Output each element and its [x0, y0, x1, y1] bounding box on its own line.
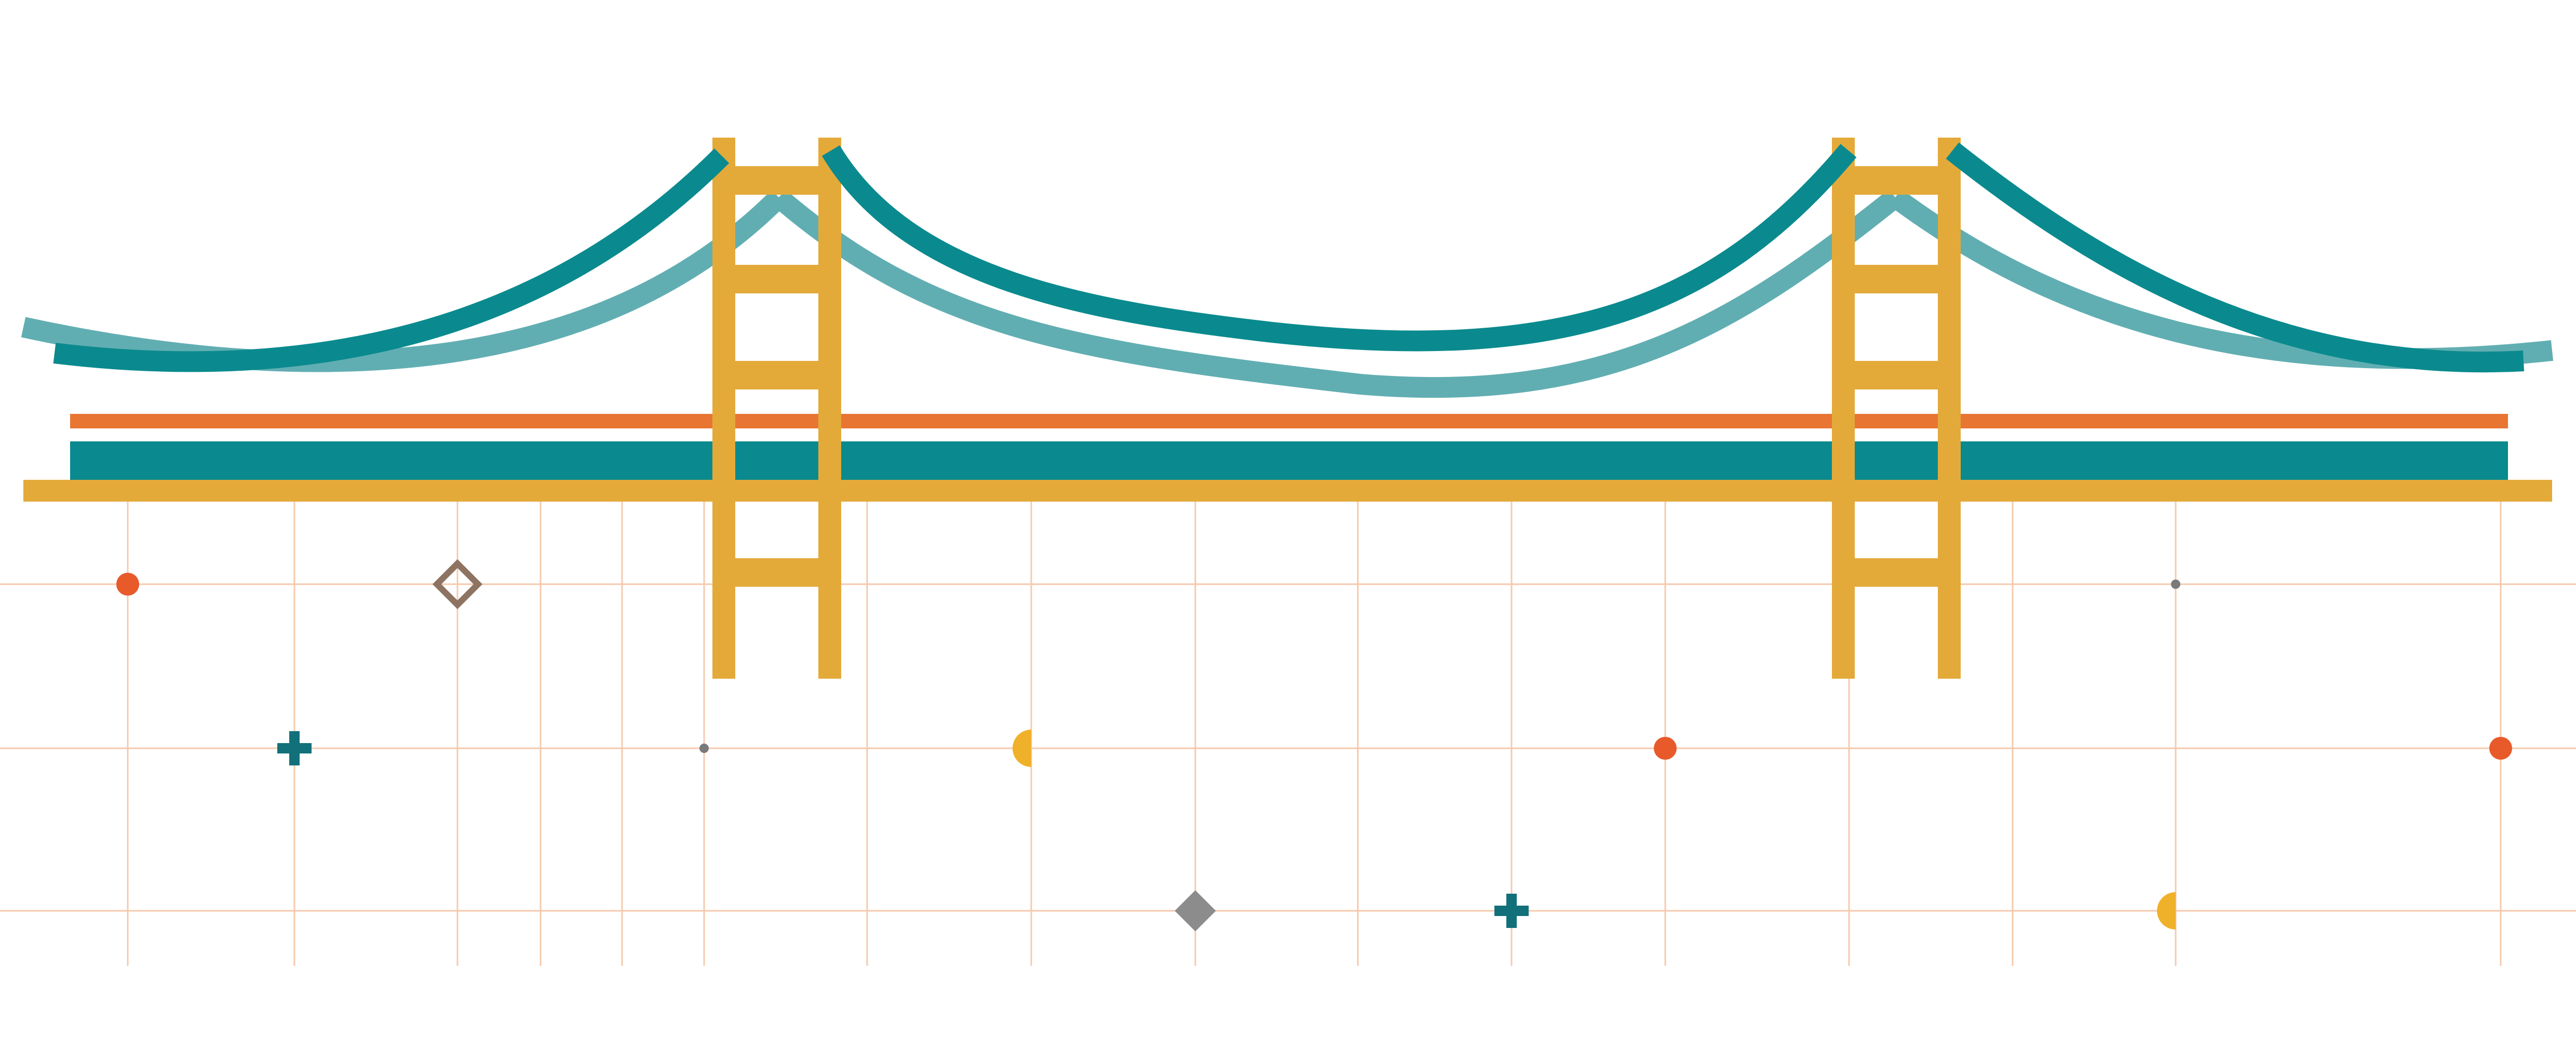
tower-leg-left [712, 138, 735, 679]
cable-main-left-span [53, 148, 730, 372]
teal-cross-icon [1494, 894, 1529, 928]
cable-light-right-span [1889, 188, 2554, 369]
cross-horizontal-bar [277, 743, 312, 753]
brown-diamond-outline-icon [432, 559, 483, 610]
tower-rung [735, 361, 818, 389]
bridge-towers [712, 138, 1961, 679]
cable-main-right-span [1946, 142, 2525, 373]
orange-dot-icon [2489, 737, 2512, 760]
bridge-deck [23, 414, 2552, 502]
cable-light-left-span [21, 190, 787, 372]
background-grid [0, 501, 2576, 966]
tower-leg-right [818, 138, 841, 679]
cross-horizontal-bar [1494, 906, 1529, 916]
tower-rung [1855, 361, 1938, 389]
gray-diamond-icon [1175, 890, 1216, 932]
decorative-markers [116, 559, 2512, 932]
deck-base-beam [23, 480, 2552, 502]
tower-leg-right [1938, 138, 1961, 679]
yellow-half-circle-icon [1013, 730, 1031, 767]
tower-leg-left [1832, 138, 1855, 679]
tower-rung [735, 166, 818, 195]
suspension-cables-main [53, 142, 2525, 373]
tower-rung [1855, 265, 1938, 293]
tower-rung [735, 265, 818, 293]
orange-dot-icon [1654, 737, 1677, 760]
bridge-tower [1832, 138, 1961, 679]
bridge-tower [712, 138, 841, 679]
teal-cross-icon [277, 731, 312, 765]
yellow-half-circle-icon [2157, 892, 2176, 930]
gray-small-dot-icon [2171, 580, 2180, 589]
tower-rung [735, 558, 818, 587]
tower-rung [1855, 166, 1938, 195]
gray-small-dot-icon [699, 744, 709, 753]
cable-light-middle-span [772, 189, 1902, 398]
tower-rung [1855, 558, 1938, 587]
deck-main-band [70, 441, 2508, 480]
deck-top-stripe [70, 414, 2508, 428]
orange-dot-icon [116, 573, 139, 596]
cable-main-middle-span [821, 144, 1857, 352]
